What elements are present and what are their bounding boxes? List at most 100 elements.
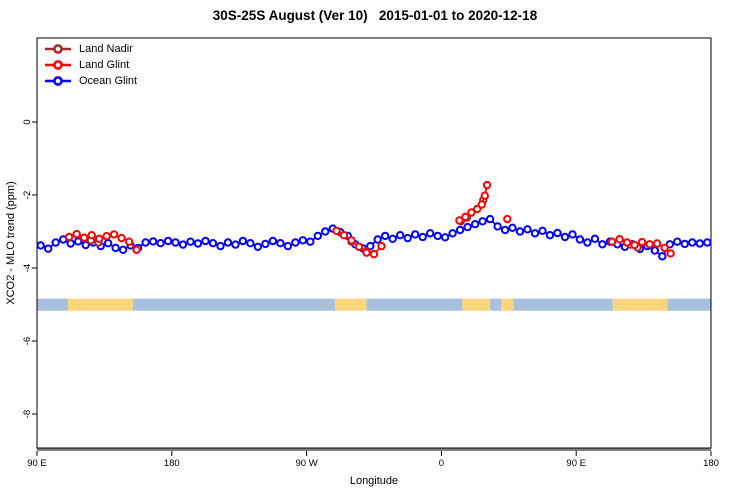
page-title: 30S-25S August (Ver 10) 2015-01-01 to 20… [212,8,538,23]
data-point [433,231,442,241]
data-point [485,214,495,224]
data-point [650,246,659,255]
data-point [523,225,532,234]
x-axis-title: Longitude [349,475,399,487]
x-tick-label: 180 [164,458,180,469]
data-point [688,238,697,247]
land-nadir-marker-icon [45,43,71,54]
data-point [36,241,45,250]
legend-item-ocean-glint: Ocean Glint [44,73,137,88]
data-point [461,212,470,222]
data-point [598,240,607,249]
data-point [545,231,555,240]
data-point [347,236,356,245]
data-point [477,200,486,209]
data-point [231,240,240,249]
data-point [530,229,540,238]
x-tick-label: 180 [703,458,719,469]
data-point [276,239,285,248]
band-segment-land [68,298,133,311]
data-point [575,235,585,244]
land-glint-marker-icon [45,59,71,70]
legend: Land Nadir Land Glint Ocean Glint [44,41,137,88]
data-point [583,238,592,247]
y-tick-label: -4 [22,264,33,272]
legend-label: Land Nadir [79,42,133,55]
data-point [238,236,248,246]
legend-label: Land Glint [79,58,130,71]
band-segment-ocean [513,298,613,311]
data-point [493,222,502,231]
data-point [291,238,300,247]
x-tick-label: 90 E [566,458,586,469]
data-point [124,237,134,246]
data-point [216,241,225,251]
x-tick-label: 90 E [27,458,47,469]
data-point [186,237,195,246]
data-point [645,240,654,249]
data-point [193,239,203,248]
data-point [418,232,427,242]
data-point [201,236,210,246]
band-segment-ocean [366,298,463,311]
data-point [680,239,689,249]
data-point [321,227,330,236]
y-axis-title: XCO2 - MLO trend (ppm) [5,181,17,305]
band-segment-ocean [132,298,336,311]
data-point [253,242,263,252]
axis-ticks: 0 -2 -4 -6 -8 90 E 180 90 W 0 90 E 180 [22,119,719,469]
data-point [95,234,104,244]
data-point [560,232,570,242]
band-segment-land [501,298,514,311]
data-point [500,225,510,235]
data-point [440,233,450,242]
data-point [388,234,397,244]
data-point [622,238,632,247]
data-point [148,237,158,246]
data-point [283,241,293,251]
y-tick-label: -6 [22,337,33,345]
data-point [411,230,420,239]
band-segment-land [335,298,367,311]
data-point [80,233,89,242]
land-glint-series [65,180,675,259]
data-point [590,234,600,244]
data-point [658,252,667,261]
data-point [332,226,341,236]
data-point [306,237,315,246]
y-tick-label: 0 [22,119,33,124]
data-point [448,229,457,238]
data-point [426,229,435,238]
legend-item-land-glint: Land Glint [44,57,137,72]
data-point [373,235,382,244]
data-point [44,244,53,253]
data-point [66,239,75,248]
data-point [109,230,119,239]
data-point [695,239,704,248]
data-point [111,243,120,253]
data-point [178,240,188,249]
data-point [515,227,525,236]
data-point [673,237,682,246]
data-point [553,228,562,238]
data-point [81,240,90,250]
data-point [103,239,113,248]
data-point [246,239,255,248]
data-point [171,238,180,247]
band-segment-ocean [37,298,69,311]
data-point [703,238,712,247]
band-segment-ocean [490,298,502,311]
data-point [208,239,218,248]
data-point [630,240,639,250]
data-point [377,241,386,251]
data-point [463,222,472,232]
data-point [467,208,476,217]
band-segment-land [462,298,491,311]
data-point [118,245,128,255]
data-point [538,226,547,236]
data-point [396,231,405,240]
surface-type-band [37,298,711,311]
data-point [637,237,647,247]
y-tick-label: -8 [22,410,33,418]
